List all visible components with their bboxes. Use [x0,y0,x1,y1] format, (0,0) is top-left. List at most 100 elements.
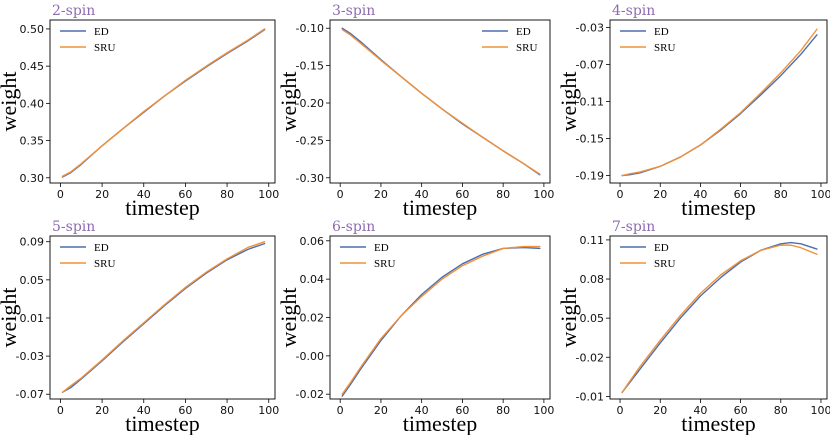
x-tick-label: 80 [774,188,788,201]
panel-title: 2-spin [52,3,95,19]
x-axis-label: timestep [681,195,756,220]
y-tick-label: -0.20 [296,97,324,110]
y-tick-label: -0.25 [296,134,324,147]
panel-title: 7-spin [612,219,655,235]
y-tick-label: 0.50 [20,23,45,36]
chart-panel-7-spin: 7-spin 0 20 40 60 80 100 0.11 0.08 0.05 -0.02 -0.01… [556,219,830,435]
legend-label-sru: SRU [94,258,115,270]
series-line-sru [61,241,266,394]
series-line-ed [61,242,266,394]
x-tick-label: 60 [178,188,192,201]
y-tick-label: 0.02 [300,312,325,325]
series-line-ed [61,28,266,178]
x-tick-label: 20 [653,404,667,417]
legend: ED SRU [60,26,115,54]
plot-frame [329,19,551,184]
series-line-ed [621,34,818,177]
x-tick-label: 40 [693,188,707,201]
x-tick-label: 100 [258,404,279,417]
y-axis-label: weight [276,72,301,132]
x-tick-label: 40 [415,188,429,201]
y-tick-label: 0.40 [20,97,45,110]
chart-panel-5-spin: 5-spin 0 20 40 60 80 100 0.09 0.05 0.01 -0.03 -0.07… [0,219,279,435]
x-tick-label: 80 [220,404,234,417]
panel-title: 3-spin [332,3,375,19]
x-axis-label: timestep [125,411,200,435]
x-tick-label: 20 [95,188,109,201]
x-tick-label: 100 [810,404,830,417]
y-tick-label: -0.00 [296,350,324,363]
legend-label-ed: ED [374,242,389,254]
series-line-ed [341,27,541,176]
y-tick-label: -0.10 [296,22,324,35]
y-tick-label: 0.35 [20,135,45,148]
legend-label-ed: ED [516,26,531,38]
legend-label-sru: SRU [654,258,675,270]
y-tick-label: 0.06 [300,235,325,248]
y-tick-label: -0.02 [576,351,604,364]
x-tick-label: 60 [734,188,748,201]
legend: ED SRU [60,242,115,270]
x-tick-label: 60 [734,404,748,417]
panel-title: 6-spin [332,219,375,235]
plot-frame [609,19,828,184]
x-tick-label: 60 [455,404,469,417]
series-line-ed [341,246,541,397]
y-tick-label: 0.11 [580,234,605,247]
x-axis-label: timestep [403,195,478,220]
legend-label-ed: ED [94,242,109,254]
legend-label-sru: SRU [516,42,537,54]
legend-label-ed: ED [94,26,109,38]
legend: ED SRU [620,26,675,54]
y-tick-label: -0.19 [576,170,604,183]
x-tick-label: 40 [693,404,707,417]
y-tick-label: -0.02 [296,388,324,401]
y-tick-label: -0.15 [576,133,604,146]
plot-frame [49,19,276,184]
panel-title: 4-spin [612,3,655,19]
x-tick-label: 100 [258,188,279,201]
x-tick-label: 0 [617,188,624,201]
x-tick-label: 20 [653,188,667,201]
x-tick-label: 20 [374,188,388,201]
y-axis-label: weight [0,72,21,132]
y-tick-label: -0.11 [576,96,604,109]
x-tick-label: 0 [337,404,344,417]
legend-label-sru: SRU [654,42,675,54]
legend-label-sru: SRU [374,258,395,270]
plot-frame [49,235,276,400]
y-tick-label: -0.03 [16,350,44,363]
x-tick-label: 80 [774,404,788,417]
series-line-sru [341,29,541,175]
y-tick-label: 0.05 [580,312,605,325]
x-tick-label: 0 [57,404,64,417]
y-tick-label: -0.07 [576,58,604,71]
chart-panel-2-spin: 2-spin 0 20 40 60 80 100 0.30 0.35 0.40 0.45 0.50 we… [0,3,279,220]
legend-label-ed: ED [654,26,669,38]
x-tick-label: 40 [137,188,151,201]
y-tick-label: -0.30 [296,172,324,185]
y-axis-label: weight [276,288,301,348]
legend: ED SRU [340,242,395,270]
series-line-sru [341,245,541,395]
x-tick-label: 20 [95,404,109,417]
x-tick-label: 100 [533,188,554,201]
y-tick-label: 0.45 [20,60,45,73]
x-axis-label: timestep [681,411,756,435]
legend-label-sru: SRU [94,42,115,54]
x-tick-label: 20 [374,404,388,417]
y-tick-label: -0.01 [576,390,604,403]
x-tick-label: 0 [617,404,624,417]
panel-title: 5-spin [52,219,95,235]
y-tick-label: -0.07 [16,388,44,401]
y-tick-label: 0.08 [580,273,605,286]
x-tick-label: 60 [455,188,469,201]
x-tick-label: 40 [415,404,429,417]
series-line-sru [621,28,818,177]
x-axis-label: timestep [403,411,478,435]
x-tick-label: 80 [496,404,510,417]
x-tick-label: 100 [810,188,830,201]
y-tick-label: 0.09 [20,236,45,249]
plot-frame [329,235,551,400]
